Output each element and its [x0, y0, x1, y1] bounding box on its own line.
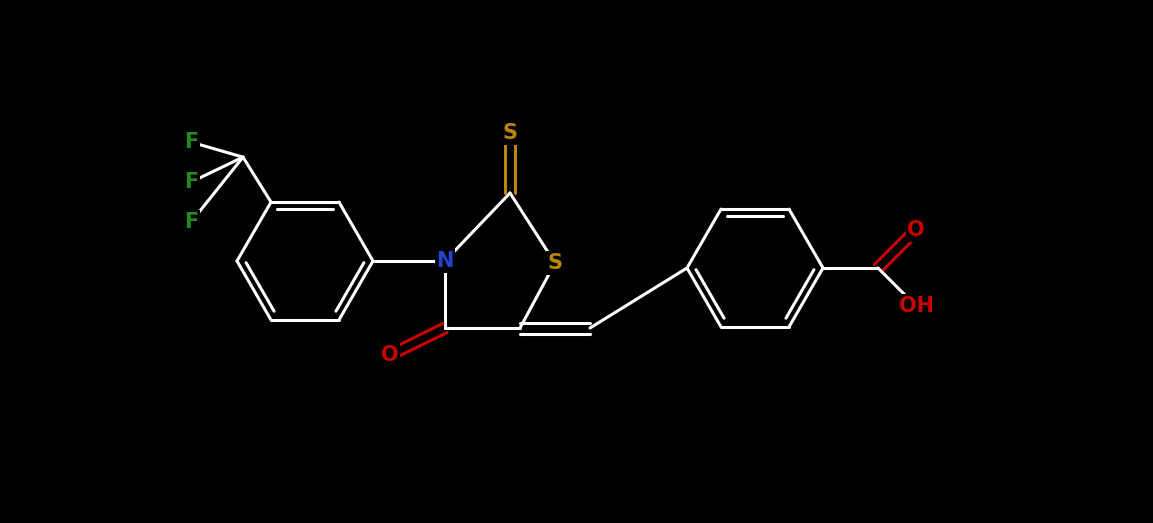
Text: O: O	[907, 220, 925, 240]
Text: S: S	[503, 123, 518, 143]
Text: F: F	[183, 172, 198, 192]
Text: O: O	[382, 345, 399, 365]
Text: OH: OH	[898, 296, 934, 316]
Text: S: S	[548, 253, 563, 273]
Text: F: F	[183, 132, 198, 152]
Text: N: N	[436, 251, 453, 271]
Text: F: F	[183, 212, 198, 232]
